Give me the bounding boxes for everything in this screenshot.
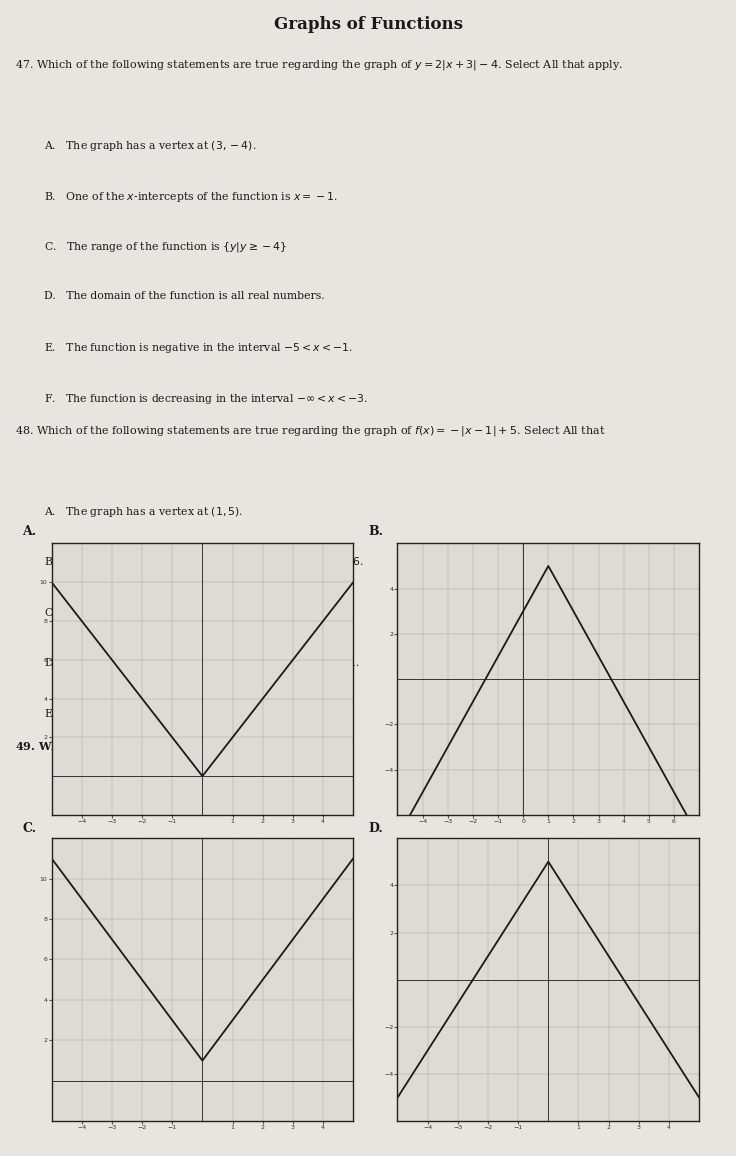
Text: F.   The function is decreasing in the interval $-\infty < x < -3$.: F. The function is decreasing in the int…: [44, 392, 368, 406]
Text: 47. Which of the following statements are true regarding the graph of $y = 2|x +: 47. Which of the following statements ar…: [15, 59, 623, 73]
Text: C.   The function is positive in the interval $-4 < x < 6$.: C. The function is positive in the inter…: [44, 606, 340, 620]
Text: D.   The function is decreasing in the interval $-\infty < x < 1$.: D. The function is decreasing in the int…: [44, 657, 361, 670]
Text: B.   One of the $x$-intercepts of the function is $x = -1$.: B. One of the $x$-intercepts of the func…: [44, 190, 338, 203]
Text: D.   The domain of the function is all real numbers.: D. The domain of the function is all rea…: [44, 291, 325, 301]
Text: C.   The range of the function is $\{y|y \geq -4\}$: C. The range of the function is $\{y|y \…: [44, 240, 288, 254]
Text: 48. Which of the following statements are true regarding the graph of $f(x) = -|: 48. Which of the following statements ar…: [15, 424, 605, 438]
Text: E.   As $x \to \infty, f(x) \to -\infty$.: E. As $x \to \infty, f(x) \to -\infty$.: [44, 706, 176, 720]
Text: A.   The graph has a vertex at $(3, -4)$.: A. The graph has a vertex at $(3, -4)$.: [44, 140, 257, 154]
Text: B.: B.: [368, 525, 383, 538]
Text: Graphs of Functions: Graphs of Functions: [274, 16, 462, 34]
Text: B.   The $x$-intercepts of the function are $x = -4$ and $x = 6$.: B. The $x$-intercepts of the function ar…: [44, 555, 364, 569]
Text: A.   The graph has a vertex at $(1, 5)$.: A. The graph has a vertex at $(1, 5)$.: [44, 505, 244, 519]
Text: A.: A.: [22, 525, 36, 538]
Text: C.: C.: [22, 822, 36, 835]
Text: D.: D.: [368, 822, 383, 835]
Text: 49. Which is the graph of the function $g(x) = 2|x| + 1$?: 49. Which is the graph of the function $…: [15, 739, 343, 754]
Text: E.   The function is negative in the interval $-5 < x < -1$.: E. The function is negative in the inter…: [44, 341, 353, 355]
